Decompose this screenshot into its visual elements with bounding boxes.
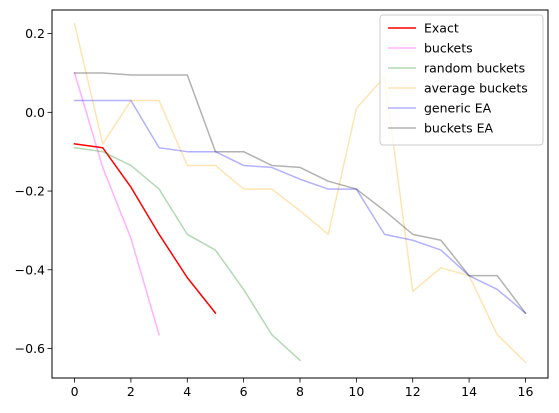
- series-line-exact: [73, 142, 217, 315]
- x-tick-label: 12: [405, 384, 421, 399]
- y-tick-label: −0.6: [15, 341, 45, 356]
- series-line-average-buckets: [73, 22, 527, 364]
- legend: Exact buckets random buckets average bucket…: [379, 14, 544, 146]
- series-line-buckets: [73, 72, 161, 336]
- y-tick-label: 0.2: [25, 26, 45, 41]
- legend-label-buckets: buckets: [424, 41, 473, 56]
- series-line-random-buckets: [73, 146, 302, 362]
- x-tick-label: 8: [296, 384, 304, 399]
- series-line-generic-ea: [73, 99, 527, 315]
- x-tick-label: 16: [518, 384, 534, 399]
- x-tick-label: 14: [461, 384, 477, 399]
- legend-label-random-buckets: random buckets: [424, 61, 525, 76]
- series-line-buckets-ea: [73, 72, 527, 315]
- legend-label-generic-ea: generic EA: [424, 101, 492, 116]
- x-tick-label: 6: [240, 384, 248, 399]
- legend-label-exact: Exact: [424, 21, 459, 36]
- x-tick-label: 2: [127, 384, 135, 399]
- y-tick-label: 0.0: [25, 105, 45, 120]
- legend-box: [379, 14, 544, 146]
- x-axis: 0 2 4 6 8 10 12 14 16: [71, 378, 534, 399]
- x-tick-label: 10: [348, 384, 364, 399]
- y-tick-label: −0.2: [15, 184, 45, 199]
- series-lines: [73, 22, 527, 364]
- legend-label-buckets-ea: buckets EA: [424, 121, 493, 136]
- y-tick-label: −0.4: [15, 262, 45, 277]
- legend-label-average-buckets: average buckets: [424, 81, 528, 96]
- x-tick-label: 0: [71, 384, 79, 399]
- y-axis: 0.2 0.0 −0.2 −0.4 −0.6: [15, 26, 52, 356]
- x-tick-label: 4: [183, 384, 191, 399]
